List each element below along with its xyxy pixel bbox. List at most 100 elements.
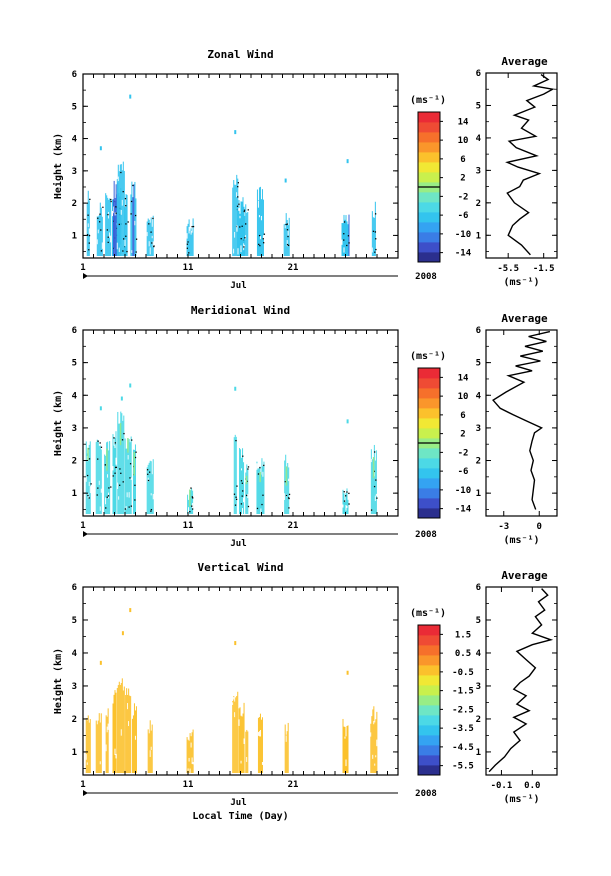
data-gap [240, 245, 242, 253]
contour-dot [288, 493, 291, 496]
contour-dot [89, 198, 91, 201]
data-gap [285, 735, 287, 742]
panel-title: Vertical Wind [197, 561, 283, 574]
contour-dot [285, 223, 287, 226]
data-gap [86, 762, 88, 765]
data-gap [106, 726, 108, 733]
data-strand [239, 448, 241, 514]
data-patch [124, 436, 133, 514]
contour-dot [243, 209, 246, 211]
data-strand [287, 722, 289, 773]
contour-dot [285, 494, 288, 497]
contour-dot [106, 229, 109, 231]
data-strand [124, 207, 126, 256]
data-strand [146, 221, 148, 256]
data-gap [234, 712, 236, 718]
data-strand [128, 439, 130, 514]
data-gap [109, 232, 111, 238]
x-tick-label: 1 [80, 521, 85, 531]
data-gap [243, 738, 245, 744]
data-strand [243, 702, 245, 773]
y-tick-label: 1 [72, 489, 77, 499]
y-tick-label: 2 [72, 199, 77, 209]
contour-dot [189, 511, 191, 513]
contour-dot [343, 491, 345, 493]
average-profile-line [505, 74, 555, 256]
data-strand [288, 217, 290, 256]
data-strand [260, 199, 262, 256]
contour-dot [88, 249, 90, 251]
contour-dot [238, 203, 240, 205]
data-strand [133, 184, 135, 256]
avg-x-tick-label: 0 [537, 522, 542, 532]
data-patch [239, 448, 245, 515]
data-strand [125, 695, 127, 773]
avg-x-tick-label: -3 [498, 522, 509, 532]
contour-dot [263, 242, 265, 244]
colorbar-swatch [418, 428, 440, 439]
colorbar-tick-label: -14 [455, 249, 472, 259]
data-patch [342, 488, 350, 514]
data-strand [243, 462, 245, 514]
data-strand [260, 474, 262, 514]
data-strand [242, 197, 244, 256]
contour-dot [239, 226, 241, 228]
green-streak [245, 475, 248, 485]
contour-dot [346, 491, 348, 493]
contour-dot [147, 479, 150, 482]
data-gap [99, 761, 101, 765]
contour-dot [376, 497, 378, 499]
data-strand [132, 449, 134, 514]
green-streak [87, 447, 89, 461]
data-gap [190, 742, 192, 748]
data-strand [96, 216, 98, 256]
data-gap [130, 477, 132, 480]
contour-dot [148, 223, 150, 225]
data-strand [89, 441, 91, 514]
data-gap [237, 248, 239, 255]
data-gap [259, 235, 261, 240]
data-gap [97, 229, 99, 234]
contour-dot [122, 481, 124, 483]
contour-dot [233, 493, 236, 495]
data-gap [374, 763, 376, 766]
colorbar-swatch [418, 378, 440, 389]
contour-dot [348, 242, 350, 244]
data-strand [107, 197, 109, 256]
data-gap [115, 753, 117, 759]
contour-dot [343, 221, 346, 223]
data-strand [109, 441, 111, 514]
colorbar-swatch [418, 132, 440, 143]
heatmap-data [85, 608, 378, 774]
colorbar-tick-label: -5.5 [452, 762, 474, 772]
contour-dot [110, 198, 112, 201]
data-patch [96, 202, 104, 256]
data-speckle [346, 419, 349, 424]
data-patch [370, 706, 378, 773]
data-strand [113, 180, 115, 256]
data-gap [286, 240, 288, 247]
data-strand [259, 466, 261, 514]
y-tick-label: 1 [72, 231, 77, 241]
data-strand [343, 493, 345, 514]
contour-dot [125, 223, 127, 225]
contour-dot [97, 458, 99, 460]
contour-dot [373, 470, 376, 473]
colorbar-units: (ms⁻¹) [410, 351, 446, 362]
data-strand [132, 715, 134, 773]
data-strand [122, 161, 124, 256]
data-patch [85, 441, 92, 514]
contour-dot [114, 472, 116, 474]
colorbar-swatch [418, 468, 440, 479]
data-strand [374, 460, 376, 514]
contour-dot [123, 432, 125, 435]
month-label: Jul [230, 539, 246, 549]
data-gap [121, 199, 123, 206]
data-strand [238, 200, 240, 256]
contour-dot [147, 473, 149, 475]
green-streak [285, 466, 288, 486]
avg-x-axis-label: (ms⁻¹) [503, 277, 539, 288]
data-strand [372, 709, 374, 773]
data-strand [146, 467, 148, 514]
